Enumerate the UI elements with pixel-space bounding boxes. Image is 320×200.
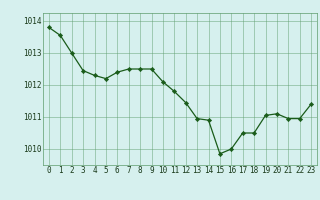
Text: Graphe pression niveau de la mer (hPa): Graphe pression niveau de la mer (hPa) — [48, 185, 272, 195]
